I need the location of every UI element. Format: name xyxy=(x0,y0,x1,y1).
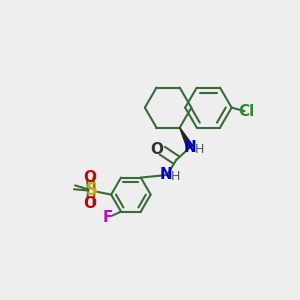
Text: O: O xyxy=(151,142,164,157)
Text: O: O xyxy=(84,170,97,185)
Polygon shape xyxy=(180,128,193,149)
Text: H: H xyxy=(170,170,180,183)
Text: N: N xyxy=(184,140,197,155)
Text: S: S xyxy=(85,182,98,200)
Text: H: H xyxy=(195,142,204,156)
Text: Cl: Cl xyxy=(238,104,255,119)
Text: O: O xyxy=(84,196,97,211)
Text: F: F xyxy=(103,210,113,225)
Text: N: N xyxy=(159,167,172,182)
